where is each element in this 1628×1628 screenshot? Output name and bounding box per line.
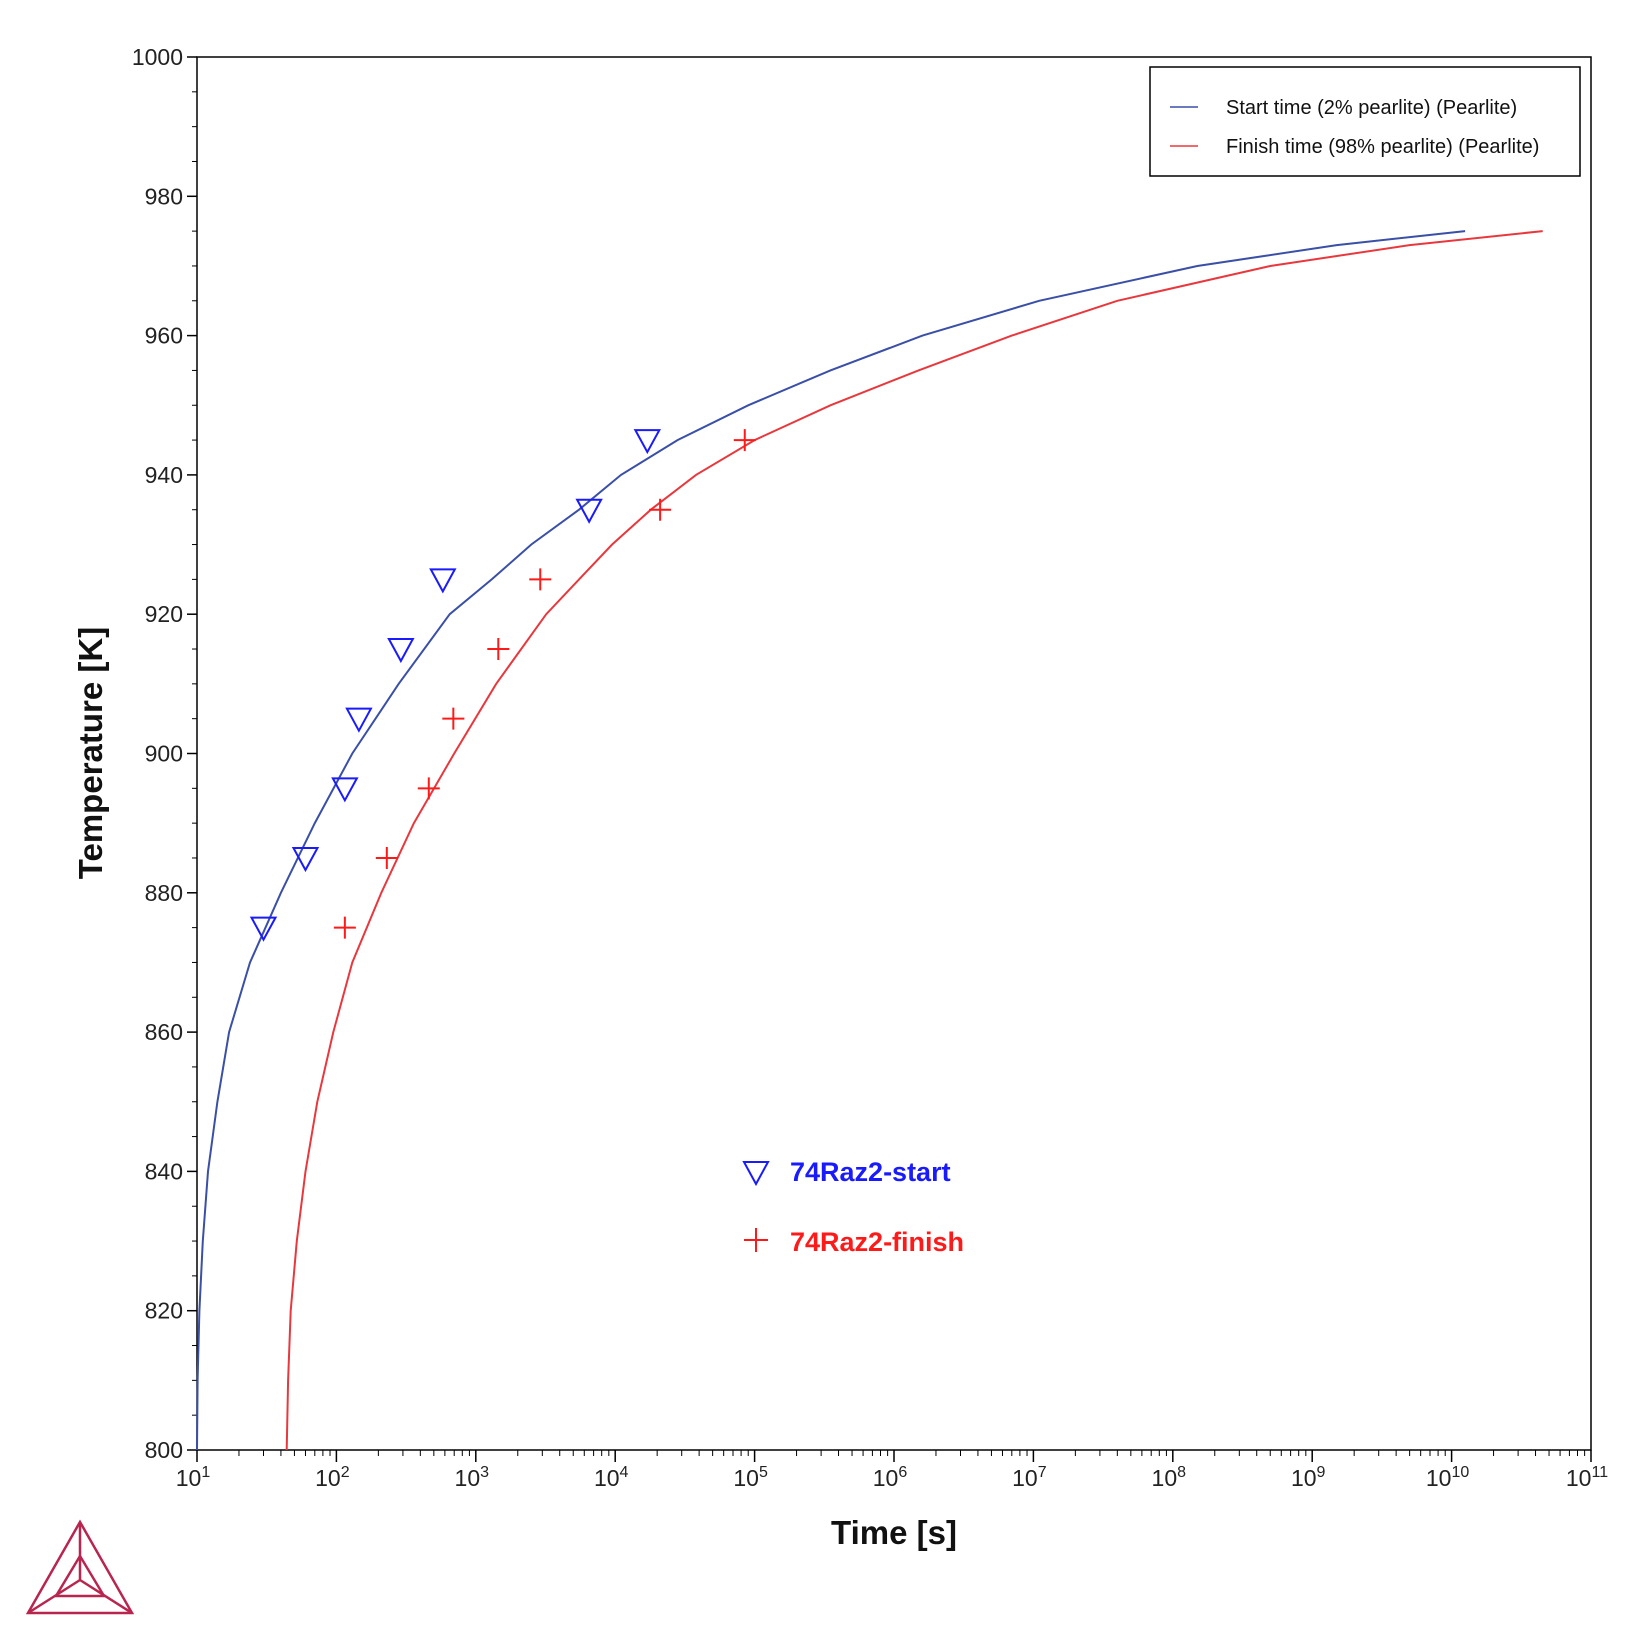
data-point-triangle xyxy=(291,846,320,873)
x-tick-label: 102 xyxy=(315,1464,350,1491)
y-tick-label: 920 xyxy=(145,601,183,627)
marker-legend-start-label: 74Raz2-start xyxy=(790,1157,951,1187)
data-point-plus xyxy=(333,916,356,939)
legend-label-start: Start time (2% pearlite) (Pearlite) xyxy=(1226,97,1517,119)
x-tick-label: 107 xyxy=(1012,1464,1047,1491)
data-point-plus xyxy=(733,429,756,452)
x-axis-title: Time [s] xyxy=(831,1514,957,1551)
y-tick-label: 980 xyxy=(145,183,183,209)
y-tick-label: 940 xyxy=(145,462,183,488)
legend-label-finish: Finish time (98% pearlite) (Pearlite) xyxy=(1226,136,1539,158)
x-tick-label: 106 xyxy=(873,1464,908,1491)
marker-legend-plus-icon xyxy=(744,1228,768,1252)
thermo-calc-logo-icon xyxy=(25,1519,135,1615)
data-point-triangle xyxy=(345,707,373,733)
series-2 xyxy=(249,429,662,942)
marker-legend-triangle-icon xyxy=(742,1161,770,1187)
data-point-triangle xyxy=(331,777,359,803)
y-tick-label: 960 xyxy=(145,323,183,349)
x-tick-label: 104 xyxy=(594,1464,629,1491)
data-point-triangle xyxy=(387,638,415,664)
data-point-triangle xyxy=(575,498,603,524)
marker-legend-finish-label: 74Raz2-finish xyxy=(790,1227,964,1257)
series-0 xyxy=(196,230,1466,1451)
y-tick-label: 880 xyxy=(145,880,183,906)
series-layer xyxy=(196,230,1543,1451)
x-tick-label: 1011 xyxy=(1566,1464,1608,1491)
axis-ticks: 800 820 840 860 880 900 920 940 960 980 1000 101 102… xyxy=(132,44,1608,1491)
x-tick-label: 109 xyxy=(1291,1464,1326,1491)
series-3 xyxy=(333,429,756,939)
data-point-plus xyxy=(442,707,465,730)
series-line xyxy=(285,230,1543,1451)
series-1 xyxy=(285,230,1543,1451)
y-tick-label: 820 xyxy=(145,1298,183,1324)
x-tick-label: 108 xyxy=(1152,1464,1187,1491)
data-point-triangle xyxy=(633,429,662,455)
marker-legend: 74Raz2-start 74Raz2-finish xyxy=(742,1157,964,1257)
x-tick-label: 105 xyxy=(733,1464,768,1491)
data-point-plus xyxy=(417,777,440,800)
data-point-triangle xyxy=(429,568,457,594)
legend: Start time (2% pearlite) (Pearlite) Fini… xyxy=(1149,66,1581,177)
y-tick-label: 800 xyxy=(145,1437,183,1463)
x-tick-label: 101 xyxy=(176,1464,211,1491)
y-tick-label: 860 xyxy=(145,1019,183,1045)
x-tick-label: 1010 xyxy=(1426,1464,1469,1491)
legend-box xyxy=(1149,66,1581,177)
y-tick-label: 1000 xyxy=(132,44,183,70)
data-point-plus xyxy=(529,568,552,591)
series-line xyxy=(196,230,1466,1451)
x-tick-label: 103 xyxy=(455,1464,490,1491)
y-tick-label: 900 xyxy=(145,741,183,767)
data-point-plus xyxy=(487,638,510,661)
y-tick-label: 840 xyxy=(145,1158,183,1184)
y-axis-title: Temperature [K] xyxy=(72,627,109,879)
data-point-plus xyxy=(375,846,398,869)
data-point-triangle xyxy=(249,916,278,942)
data-point-plus xyxy=(649,498,672,521)
